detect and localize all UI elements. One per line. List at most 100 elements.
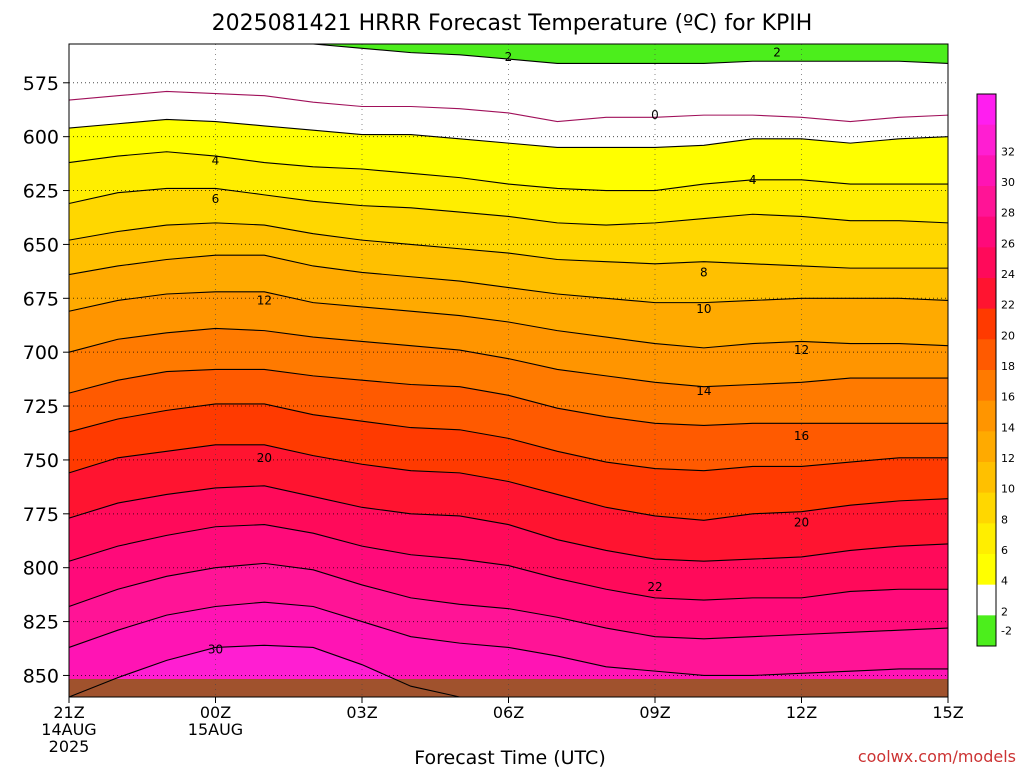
contour-label: 20 bbox=[794, 515, 809, 529]
colorbar-label: 14 bbox=[1001, 421, 1015, 434]
x-tick-label: 00Z bbox=[200, 703, 231, 722]
colorbar-label: 16 bbox=[1001, 391, 1015, 404]
y-tick-label: 700 bbox=[23, 342, 59, 364]
colorbar-swatch-10 bbox=[977, 462, 996, 494]
colorbar-label: 26 bbox=[1001, 237, 1015, 250]
contour-label: 16 bbox=[794, 429, 809, 443]
x-tick-label: 03Z bbox=[346, 703, 377, 722]
colorbar-label: 4 bbox=[1001, 575, 1008, 588]
ground-layer bbox=[69, 679, 948, 697]
colorbar-label: 24 bbox=[1001, 268, 1015, 281]
colorbar-label: -2 bbox=[1001, 625, 1012, 638]
colorbar-label: 28 bbox=[1001, 207, 1015, 220]
colorbar-swatch-2 bbox=[977, 584, 996, 616]
x-tick-label: 15Z bbox=[932, 703, 963, 722]
contour-label: 22 bbox=[647, 580, 662, 594]
colorbar-label: 22 bbox=[1001, 299, 1015, 312]
temperature-band-6 bbox=[69, 188, 948, 269]
colorbar-label: 30 bbox=[1001, 176, 1015, 189]
y-tick-label: 850 bbox=[23, 665, 59, 687]
contour-line-22 bbox=[68, 485, 949, 562]
colorbar-swatch-4 bbox=[977, 554, 996, 586]
temperature-band-24 bbox=[69, 524, 948, 639]
colorbar-swatch-30 bbox=[977, 155, 996, 187]
colorbar-swatch-28 bbox=[977, 186, 996, 218]
x-tick-label: 06Z bbox=[493, 703, 524, 722]
temperature-band-16 bbox=[69, 369, 948, 471]
colorbar-swatch-20 bbox=[977, 308, 996, 340]
colorbar-label: 20 bbox=[1001, 329, 1015, 342]
contour-label: 6 bbox=[212, 192, 220, 206]
contour-label: 10 bbox=[696, 302, 711, 316]
colorbar-label: 18 bbox=[1001, 360, 1015, 373]
contour-line-16 bbox=[68, 368, 948, 427]
x-tick-label: 21Z bbox=[53, 703, 84, 722]
colorbar-label: 32 bbox=[1001, 145, 1015, 158]
colorbar-swatch-26 bbox=[977, 216, 996, 248]
y-tick-label: 625 bbox=[23, 181, 59, 203]
contour-line-6 bbox=[68, 187, 949, 226]
temperature-band-below--2 bbox=[69, 44, 948, 64]
y-axis: 575 600 625 650 675 700 725 750 775 800 825 850 bbox=[23, 73, 69, 687]
temperature-band-18 bbox=[69, 403, 948, 521]
colorbar-swatch-8 bbox=[977, 492, 996, 524]
contour-label: 2 bbox=[773, 46, 781, 60]
temperature-band-20 bbox=[69, 444, 948, 562]
contour-line-10 bbox=[68, 254, 949, 304]
y-tick-label: 675 bbox=[23, 288, 59, 310]
y-tick-label: 575 bbox=[23, 73, 59, 95]
x-tick-label: 09Z bbox=[639, 703, 670, 722]
temperature-band-4 bbox=[69, 151, 948, 226]
contour-line-4 bbox=[68, 151, 948, 192]
contour-line-12 bbox=[68, 291, 949, 349]
colorbar-swatch-18 bbox=[977, 339, 996, 371]
y-tick-label: 800 bbox=[23, 558, 59, 580]
y-tick-label: 750 bbox=[23, 450, 59, 472]
colorbar-swatch-12 bbox=[977, 431, 996, 463]
colorbar-swatch-24 bbox=[977, 247, 996, 279]
colorbar-swatch-32 bbox=[977, 124, 996, 156]
colorbar-swatch-16 bbox=[977, 370, 996, 402]
ground-surface bbox=[69, 679, 948, 697]
contour-line-2 bbox=[68, 118, 949, 148]
temperature-band-14 bbox=[69, 328, 948, 426]
colorbar-label: 2 bbox=[1001, 605, 1008, 618]
colorbar-swatch-14 bbox=[977, 400, 996, 432]
colorbar: 32 30 28 26 24 22 20 18 16 14 12 10 8 6 4 2 -2 bbox=[976, 93, 1015, 647]
y-tick-label: 775 bbox=[23, 504, 59, 526]
colorbar-swatch--2 bbox=[977, 615, 996, 647]
colorbar-label: 6 bbox=[1001, 544, 1008, 557]
x-tick-label: 2025 bbox=[49, 737, 90, 756]
y-tick-label: 825 bbox=[23, 612, 59, 634]
temperature-band-10 bbox=[69, 255, 948, 348]
contour-line-26 bbox=[68, 562, 949, 640]
contour-layer bbox=[68, 43, 949, 698]
colorbar-label: 10 bbox=[1001, 483, 1015, 496]
x-axis-title: Forecast Time (UTC) bbox=[414, 747, 605, 768]
contour-line-24 bbox=[68, 524, 948, 601]
contour-label: 20 bbox=[257, 451, 272, 465]
contour-label: 14 bbox=[696, 384, 711, 398]
contour-line-20 bbox=[68, 444, 949, 521]
temperature-band-22 bbox=[69, 485, 948, 601]
colorbar-label: 8 bbox=[1001, 513, 1008, 526]
colorbar-label: 12 bbox=[1001, 452, 1015, 465]
x-tick-label: 12Z bbox=[786, 703, 817, 722]
contour-line-18 bbox=[68, 403, 948, 472]
credit-text: coolwx.com/models bbox=[858, 747, 1016, 766]
colorbar-swatch-22 bbox=[977, 278, 996, 310]
contour-label: 4 bbox=[212, 153, 220, 167]
y-tick-label: 600 bbox=[23, 127, 59, 149]
contour-label: 12 bbox=[257, 293, 272, 307]
contour-line-0 bbox=[68, 90, 949, 123]
colorbar-swatch-34 bbox=[977, 94, 996, 126]
contour-label: 8 bbox=[700, 265, 708, 279]
contour-label: 2 bbox=[505, 50, 513, 64]
contour-line-28 bbox=[68, 601, 948, 676]
chart-title: 2025081421 HRRR Forecast Temperature (ºC… bbox=[212, 11, 813, 36]
temperature-band--2 bbox=[69, 44, 948, 122]
contour-label: 12 bbox=[794, 343, 809, 357]
